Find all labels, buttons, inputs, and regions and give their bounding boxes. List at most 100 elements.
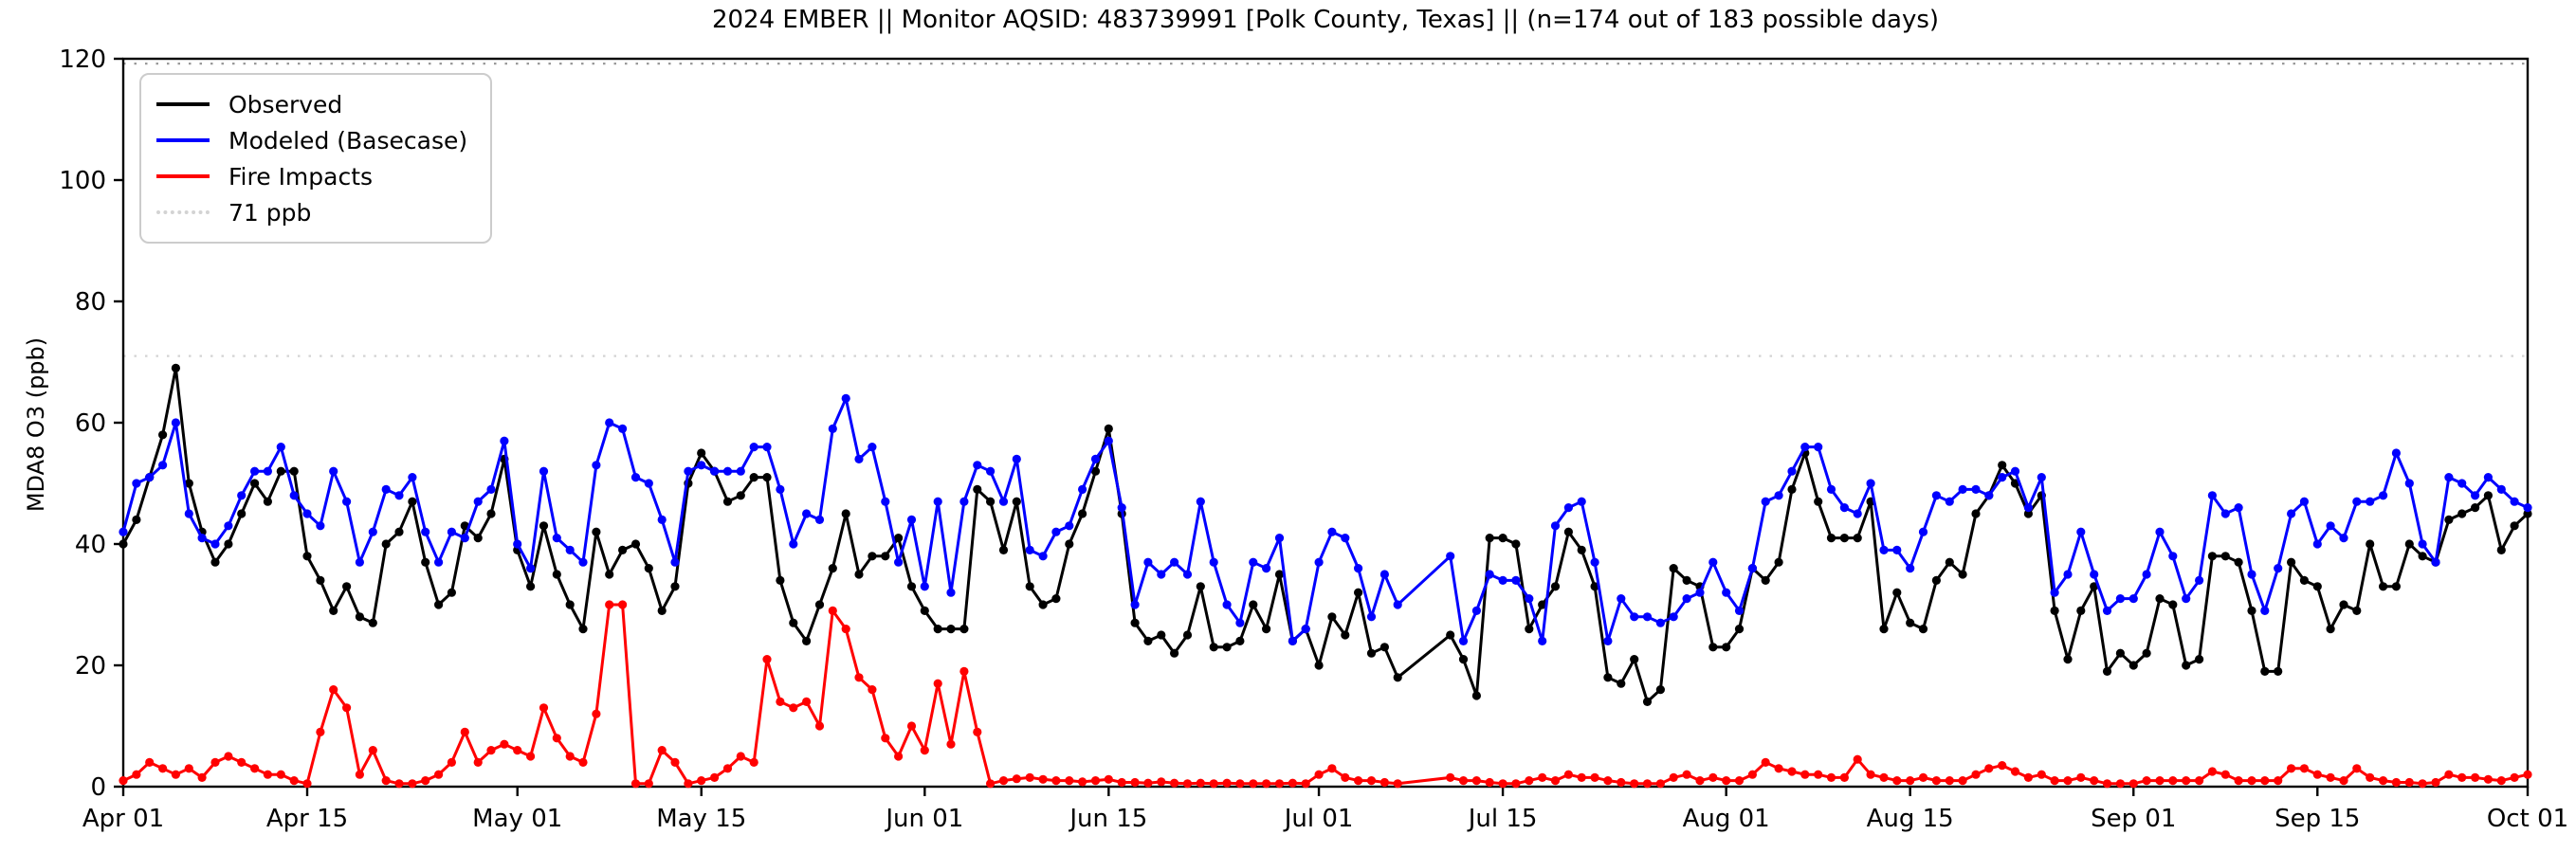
observed-marker bbox=[342, 582, 352, 591]
observed-marker bbox=[2128, 661, 2138, 670]
observed-marker bbox=[2274, 666, 2283, 677]
observed-marker bbox=[1642, 697, 1653, 707]
observed-marker bbox=[973, 484, 982, 494]
observed-marker bbox=[263, 497, 272, 506]
fire-impacts-marker bbox=[2510, 772, 2519, 783]
fire-impacts-marker bbox=[1931, 776, 1941, 786]
modeled-basecase-marker bbox=[500, 436, 509, 445]
observed-marker bbox=[1025, 582, 1034, 591]
fire-impacts-marker bbox=[539, 703, 549, 713]
modeled-basecase-marker bbox=[618, 424, 628, 433]
fire-impacts-marker bbox=[1590, 772, 1599, 783]
modeled-basecase-marker bbox=[789, 539, 798, 549]
observed-marker bbox=[1143, 636, 1153, 646]
observed-marker bbox=[1655, 685, 1665, 695]
modeled-basecase-marker bbox=[1734, 606, 1745, 616]
modeled-basecase-marker bbox=[1471, 606, 1481, 616]
observed-marker bbox=[473, 534, 483, 543]
observed-marker bbox=[881, 552, 890, 561]
modeled-basecase-marker bbox=[2195, 575, 2204, 586]
modeled-basecase-marker bbox=[1826, 484, 1836, 494]
fire-impacts-marker bbox=[1249, 779, 1258, 789]
modeled-basecase-marker bbox=[2142, 570, 2151, 579]
fire-impacts-marker bbox=[973, 727, 982, 737]
modeled-basecase-marker bbox=[1025, 545, 1034, 555]
fire-impacts-marker bbox=[210, 757, 220, 768]
legend-entry-modeled: Modeled (Basecase) bbox=[156, 122, 475, 158]
fire-impacts-marker bbox=[998, 776, 1009, 786]
fire-impacts-marker bbox=[421, 776, 430, 786]
fire-impacts-marker bbox=[565, 752, 575, 761]
modeled-basecase-marker bbox=[894, 557, 904, 567]
modeled-basecase-marker bbox=[592, 461, 601, 470]
modeled-basecase-marker bbox=[1918, 527, 1928, 536]
modeled-basecase-marker bbox=[552, 534, 561, 543]
modeled-basecase-marker bbox=[2207, 491, 2217, 500]
modeled-basecase-marker bbox=[2182, 594, 2191, 604]
fire-impacts-marker bbox=[2299, 764, 2309, 773]
y-tick-label: 80 bbox=[75, 288, 106, 317]
observed-marker bbox=[920, 606, 929, 616]
observed-marker bbox=[959, 625, 969, 634]
modeled-basecase-marker bbox=[1525, 594, 1534, 604]
fire-impacts-marker bbox=[2391, 777, 2401, 788]
observed-marker bbox=[1617, 679, 1626, 688]
modeled-basecase-marker bbox=[933, 497, 942, 506]
observed-marker bbox=[1958, 570, 1967, 579]
observed-marker bbox=[1222, 643, 1232, 652]
observed-marker bbox=[1669, 564, 1678, 573]
fire-impacts-marker bbox=[1170, 778, 1179, 788]
observed-marker bbox=[381, 539, 391, 549]
fire-impacts-marker bbox=[749, 757, 758, 768]
fire-impacts-marker bbox=[289, 776, 299, 786]
modeled-basecase-marker bbox=[1485, 570, 1494, 579]
fire-impacts-marker bbox=[1511, 779, 1521, 789]
modeled-basecase-marker bbox=[1458, 636, 1469, 646]
x-tick-label: Jul 15 bbox=[1467, 805, 1538, 833]
modeled-basecase-marker bbox=[710, 466, 720, 476]
modeled-basecase-marker bbox=[539, 466, 549, 476]
observed-marker bbox=[1471, 691, 1481, 700]
observed-marker bbox=[1249, 600, 1258, 609]
fire-impacts-marker bbox=[434, 770, 444, 779]
modeled-basecase-marker bbox=[1327, 527, 1337, 536]
fire-impacts-marker bbox=[1182, 779, 1193, 789]
observed-marker bbox=[1906, 618, 1915, 627]
modeled-basecase-marker bbox=[526, 564, 536, 573]
fire-impacts-marker bbox=[2366, 772, 2375, 783]
observed-marker bbox=[630, 539, 641, 549]
fire-impacts-marker bbox=[1918, 772, 1928, 783]
observed-marker bbox=[1577, 545, 1586, 555]
fire-impacts-marker bbox=[605, 600, 614, 609]
fire-impacts-marker bbox=[1538, 772, 1547, 783]
observed-marker bbox=[552, 570, 561, 579]
modeled-basecase-marker bbox=[289, 491, 299, 500]
fire-impacts-marker bbox=[1879, 772, 1889, 783]
modeled-basecase-marker bbox=[224, 521, 233, 531]
fire-impacts-marker bbox=[2483, 774, 2493, 784]
fire-impacts-marker bbox=[657, 746, 667, 755]
modeled-basecase-marker bbox=[565, 545, 575, 555]
fire-impacts-marker bbox=[1761, 757, 1770, 768]
modeled-basecase-marker bbox=[1538, 636, 1547, 646]
observed-marker bbox=[1235, 636, 1245, 646]
fire-impacts-marker bbox=[1314, 770, 1324, 779]
modeled-basecase-marker bbox=[2168, 552, 2178, 561]
modeled-basecase-marker bbox=[1839, 503, 1849, 513]
modeled-basecase-marker bbox=[1577, 497, 1586, 506]
observed-marker bbox=[2076, 606, 2086, 616]
observed-marker bbox=[854, 570, 864, 579]
modeled-basecase-marker bbox=[2312, 539, 2322, 549]
modeled-basecase-marker bbox=[1301, 625, 1310, 634]
observed-marker bbox=[1787, 484, 1797, 494]
observed-marker bbox=[526, 582, 536, 591]
fire-impacts-marker bbox=[1327, 764, 1337, 773]
fire-impacts-marker bbox=[906, 721, 917, 731]
modeled-basecase-marker bbox=[2299, 497, 2309, 506]
observed-marker bbox=[1274, 570, 1285, 579]
fire-impacts-marker bbox=[1341, 772, 1350, 783]
modeled-basecase-marker bbox=[2234, 503, 2243, 513]
fire-impacts-marker bbox=[2444, 770, 2454, 779]
observed-marker bbox=[1538, 600, 1547, 609]
